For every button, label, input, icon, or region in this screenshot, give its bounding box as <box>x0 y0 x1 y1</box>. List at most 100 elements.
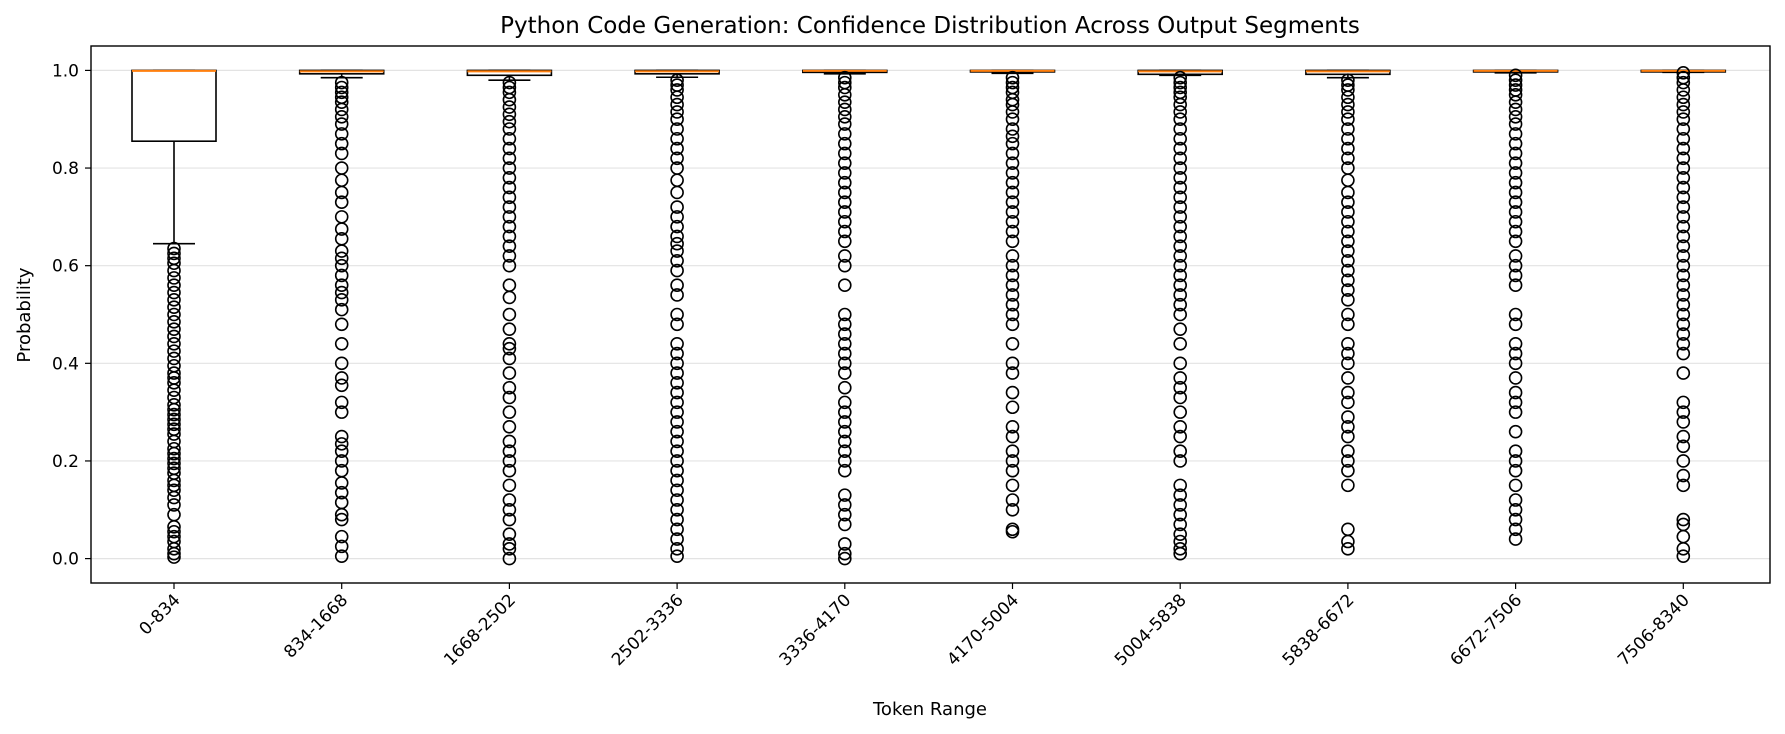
outlier-point <box>1676 75 1691 90</box>
outlier-point <box>1173 151 1187 166</box>
outlier-point <box>1005 454 1020 468</box>
outlier-point <box>334 476 349 490</box>
outlier-point <box>1341 307 1355 322</box>
outlier-point <box>1508 532 1523 546</box>
outlier-point <box>1341 205 1355 219</box>
outlier-point <box>1508 424 1523 439</box>
outlier-point <box>1341 478 1355 493</box>
outlier-point <box>334 336 349 351</box>
outlier-point <box>334 102 349 117</box>
outlier-point <box>502 258 517 273</box>
outlier-point <box>1005 278 1020 293</box>
outlier-point <box>167 546 181 561</box>
outlier-point <box>1173 527 1187 541</box>
x-tick-label: 5838-6672 <box>1279 590 1359 670</box>
outlier-point <box>502 200 517 214</box>
outlier-point <box>670 141 684 156</box>
outlier-point <box>502 107 517 122</box>
outlier-point <box>334 210 349 224</box>
outlier-point <box>502 114 517 129</box>
outlier-point <box>837 307 852 322</box>
outlier-point <box>167 246 181 261</box>
outlier-point <box>1676 439 1691 454</box>
outlier-point <box>334 146 349 161</box>
outlier-point <box>1508 146 1523 161</box>
outlier-point <box>837 102 852 117</box>
outlier-point <box>1508 522 1523 537</box>
outlier-point <box>837 346 852 361</box>
outlier-point <box>670 415 684 429</box>
x-tick-label: 1668-2502 <box>440 590 520 670</box>
outlier-point <box>167 417 181 432</box>
outlier-point <box>837 136 852 151</box>
outlier-point <box>1005 502 1020 517</box>
outlier-point <box>334 244 349 258</box>
outlier-point <box>1676 229 1691 244</box>
outlier-point <box>502 336 517 351</box>
outlier-point <box>167 456 181 471</box>
outlier-point <box>670 263 684 278</box>
outlier-point <box>837 70 852 85</box>
outlier-point <box>334 454 349 468</box>
outlier-point <box>502 190 517 205</box>
outlier-point <box>502 92 517 107</box>
outlier-point <box>502 478 517 493</box>
outlier-point <box>837 395 852 410</box>
outlier-point <box>670 253 684 268</box>
outlier-point <box>670 532 684 546</box>
outlier-point <box>167 451 181 466</box>
outlier-point <box>1173 229 1187 244</box>
outlier-point <box>1508 502 1523 517</box>
outlier-point <box>837 278 852 293</box>
outlier-point <box>1508 405 1523 419</box>
box-1668-2502 <box>466 69 553 566</box>
outlier-point <box>1005 356 1020 371</box>
x-tick-label: 0-834 <box>135 590 184 639</box>
outlier-point <box>1676 542 1691 556</box>
outlier-point <box>670 122 684 136</box>
outlier-point <box>502 278 517 293</box>
outlier-point <box>670 105 684 119</box>
outlier-point <box>1173 210 1187 224</box>
outlier-point <box>334 222 349 236</box>
outlier-point <box>167 383 181 397</box>
outlier-point <box>1508 166 1523 180</box>
outlier-point <box>334 378 349 393</box>
outlier-point <box>1508 307 1523 322</box>
outlier-point <box>1676 83 1691 97</box>
outlier-point <box>167 446 181 461</box>
outlier-point <box>1341 185 1355 200</box>
outlier-point <box>502 463 517 478</box>
outlier-point <box>837 117 852 131</box>
outlier-point <box>1508 88 1523 102</box>
outlier-point <box>1676 66 1691 80</box>
outlier-point <box>837 444 852 458</box>
outlier-point <box>167 329 181 344</box>
outlier-point <box>334 444 349 458</box>
outlier-point <box>1508 127 1523 141</box>
outlier-point <box>1173 80 1187 95</box>
outlier-point <box>502 366 517 380</box>
outlier-point <box>670 90 684 105</box>
x-tick-label: 2502-3336 <box>608 590 688 670</box>
outlier-point <box>1508 463 1523 478</box>
outlier-point <box>334 405 349 419</box>
outlier-point <box>1341 534 1355 549</box>
outlier-point <box>670 112 684 127</box>
outlier-point <box>1173 322 1187 336</box>
outlier-point <box>167 407 181 422</box>
outlier-point <box>1508 224 1523 239</box>
outlier-point <box>502 551 517 566</box>
outlier-point <box>1173 507 1187 522</box>
outlier-point <box>502 502 517 517</box>
outlier-point <box>670 549 684 563</box>
outlier-point <box>167 293 181 307</box>
outlier-point <box>1173 268 1187 283</box>
outlier-point <box>670 385 684 400</box>
outlier-point <box>1508 175 1523 190</box>
outlier-point <box>1341 346 1355 361</box>
outlier-point <box>670 83 684 97</box>
outlier-point <box>1676 468 1691 483</box>
outlier-point <box>1508 268 1523 283</box>
box-4170-5004 <box>969 69 1056 539</box>
